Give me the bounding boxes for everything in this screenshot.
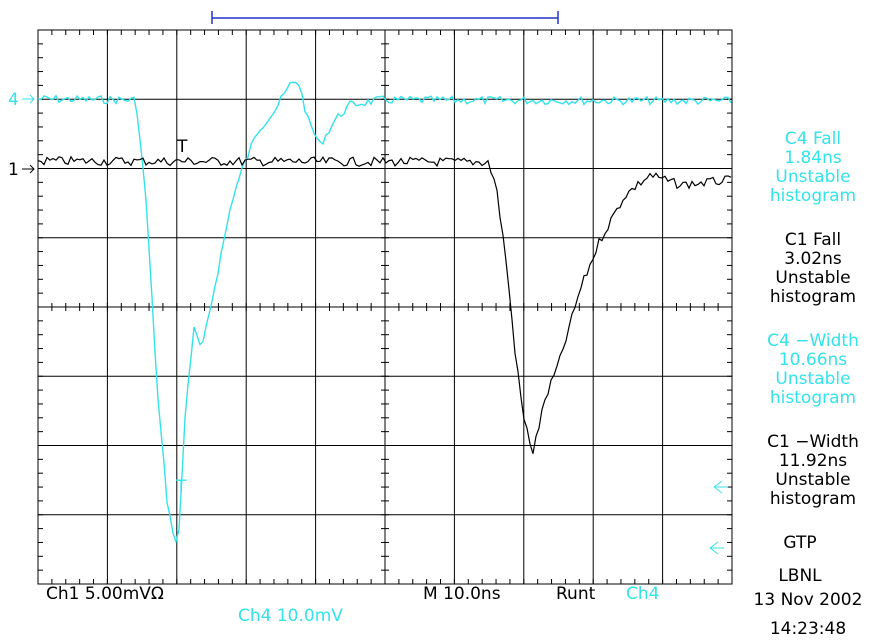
- trigger: Runt: [556, 584, 596, 604]
- ch4-waveform: [37, 81, 732, 545]
- measurement-detail: histogram: [770, 287, 856, 307]
- measurement-value: 3.02ns: [784, 249, 842, 269]
- label: LBNL: [778, 566, 822, 586]
- measurement-value: 10.66ns: [779, 350, 847, 370]
- measurement-value: 1.84ns: [784, 148, 842, 168]
- measurement-status: Unstable: [775, 268, 850, 288]
- measurement-value: 11.92ns: [779, 451, 847, 471]
- measurement-status: Unstable: [775, 369, 850, 389]
- measurement-status: Unstable: [775, 167, 850, 187]
- trigger-t: T: [176, 137, 188, 157]
- timebase: M 10.0ns: [423, 584, 501, 604]
- measurement-name: C4 −Width: [767, 331, 859, 351]
- cursor-bar: [211, 11, 559, 24]
- measurement-name: C1 Fall: [785, 230, 841, 250]
- arrow: [22, 164, 35, 174]
- ch4-marker: 4: [8, 90, 19, 110]
- arrow: [22, 94, 35, 104]
- label: GTP: [783, 533, 816, 553]
- measurement-status: Unstable: [775, 470, 850, 490]
- ch1-waveform: [37, 155, 732, 454]
- measurement-detail: histogram: [770, 186, 856, 206]
- date: 13 Nov 2002: [754, 590, 863, 610]
- time: 14:23:48: [770, 619, 846, 639]
- trigger-source: Ch4: [626, 584, 659, 604]
- measurement-name: C4 Fall: [785, 129, 841, 149]
- arrow: [713, 480, 728, 494]
- trigger-t: T: [175, 477, 187, 497]
- ch4-scale: Ch4 10.0mV: [238, 606, 343, 626]
- ch1-marker: 1: [8, 160, 19, 180]
- graticule: [37, 29, 733, 585]
- ch1-scale: Ch1 5.00mVΩ: [46, 584, 164, 604]
- arrow: [709, 541, 724, 555]
- measurement-detail: histogram: [770, 489, 856, 509]
- measurement-detail: histogram: [770, 388, 856, 408]
- measurement-name: C1 −Width: [767, 432, 859, 452]
